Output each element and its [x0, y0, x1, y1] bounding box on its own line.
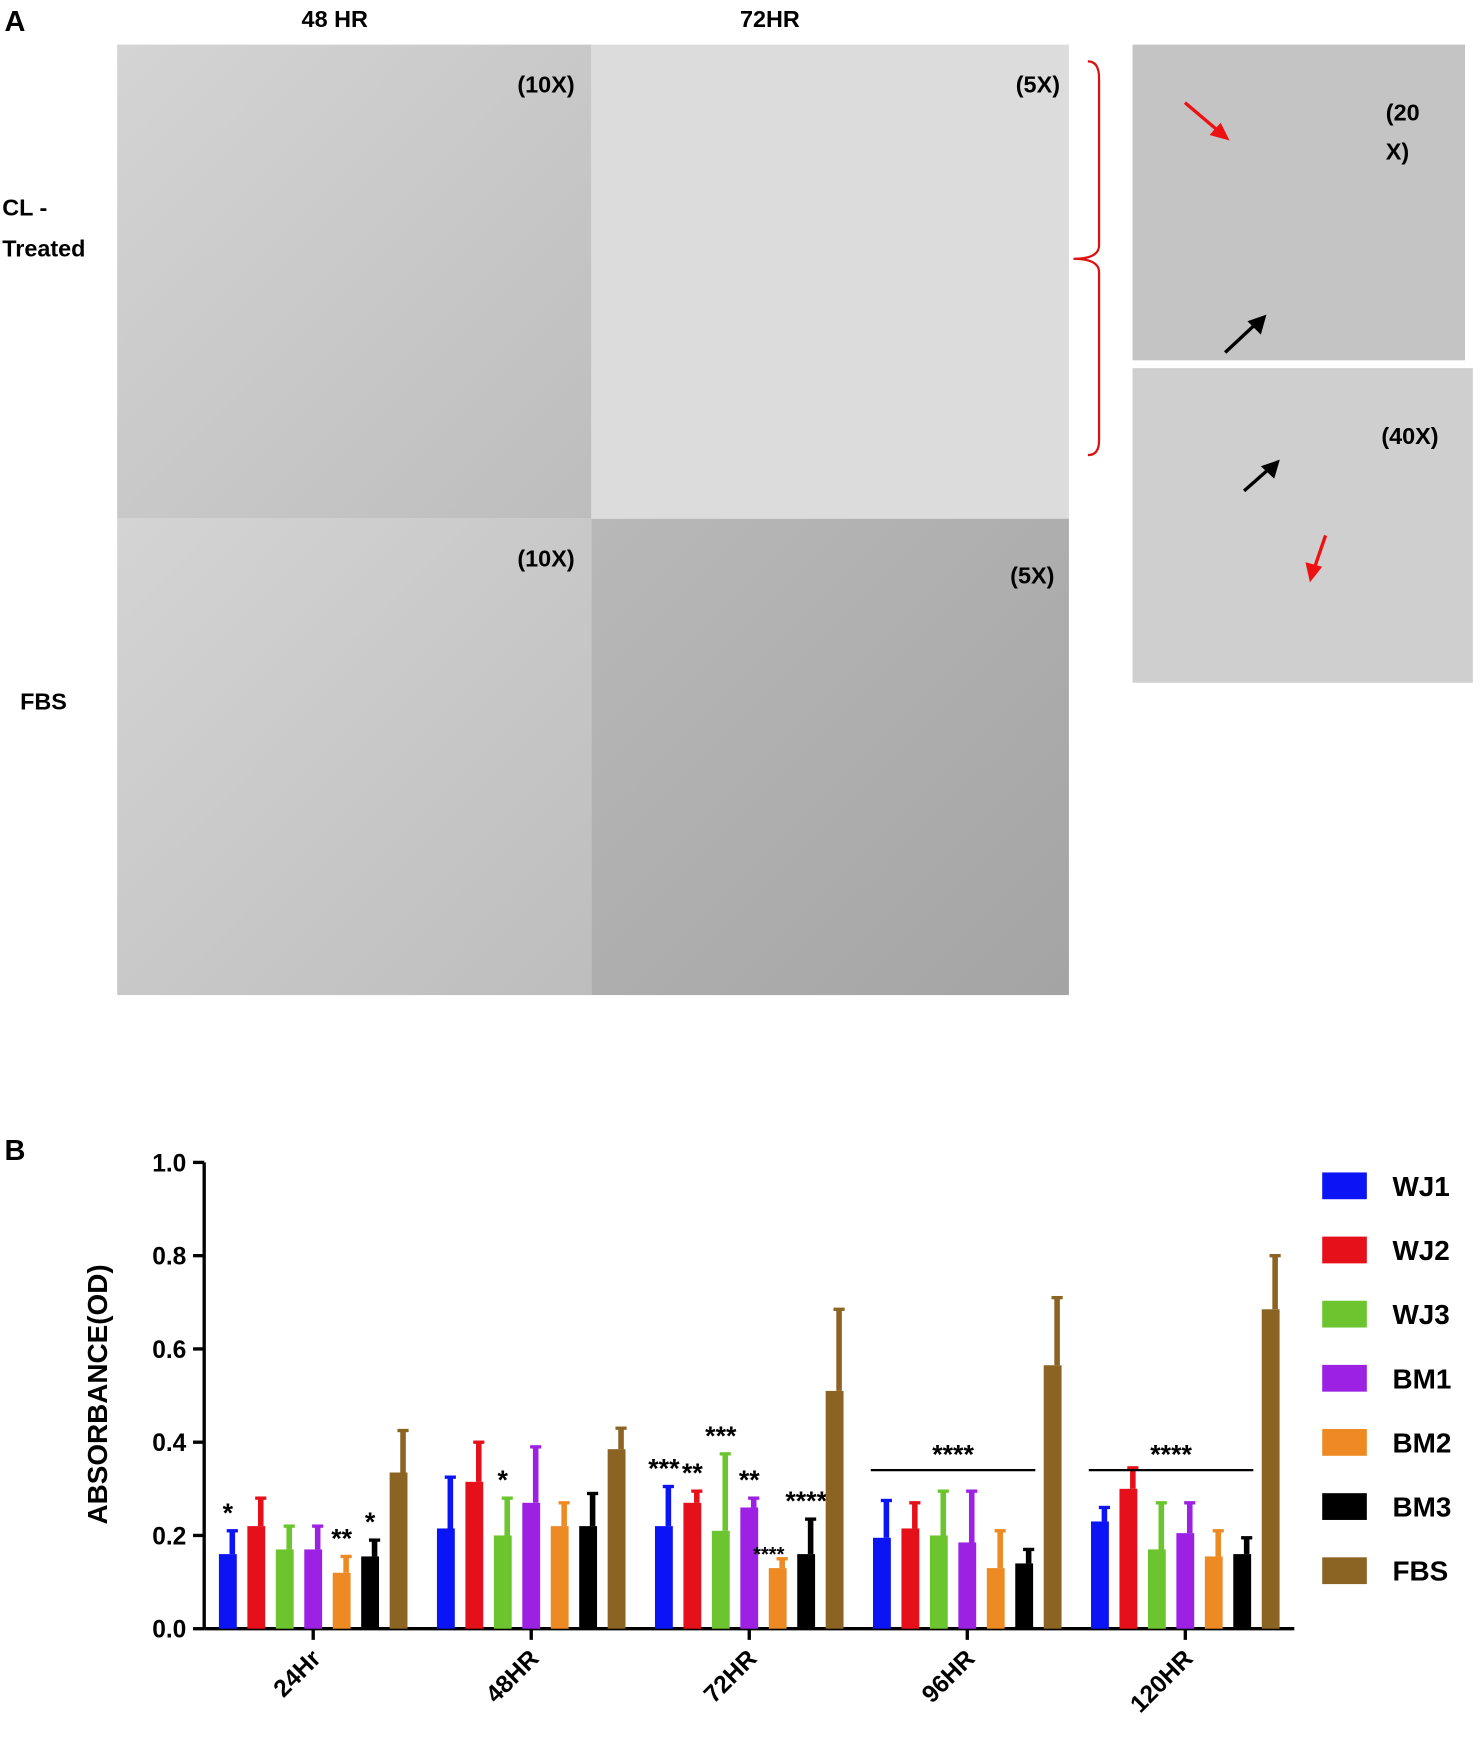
legend-swatch	[1322, 1429, 1367, 1456]
magnification: X)	[1386, 139, 1409, 165]
column-label: 72HR	[740, 6, 800, 32]
bar	[1147, 1549, 1166, 1629]
magnification: (5X)	[1016, 72, 1060, 98]
bar	[1015, 1563, 1034, 1629]
significance: **	[331, 1524, 352, 1554]
bar	[332, 1572, 351, 1629]
legend-label: WJ2	[1393, 1235, 1450, 1266]
significance: **	[739, 1465, 760, 1495]
bar	[711, 1530, 730, 1629]
legend-label: BM2	[1393, 1427, 1452, 1458]
arrows	[1183, 101, 1328, 583]
bar	[825, 1390, 844, 1629]
legend-swatch	[1322, 1557, 1367, 1585]
bar	[901, 1528, 920, 1629]
significance: ****	[785, 1486, 827, 1516]
legend-label: BM3	[1393, 1492, 1452, 1523]
significance: **	[682, 1458, 703, 1488]
y-tick-label: 0.4	[152, 1430, 186, 1457]
micrograph	[117, 44, 592, 519]
row-label: CL -	[2, 194, 47, 220]
bar	[872, 1537, 891, 1629]
significance: ****	[1150, 1439, 1192, 1469]
significance: *	[365, 1507, 376, 1537]
bar	[550, 1526, 569, 1629]
magnification: (10X)	[517, 546, 574, 572]
significance: ***	[705, 1421, 737, 1451]
bar	[1043, 1365, 1062, 1629]
bar	[579, 1526, 598, 1629]
bar	[465, 1481, 484, 1629]
micrograph	[1132, 44, 1466, 361]
bar	[958, 1542, 977, 1629]
panel-label: B	[4, 1135, 25, 1167]
panel-label: A	[4, 6, 25, 38]
bar	[218, 1554, 237, 1629]
row-label: FBS	[20, 688, 67, 714]
column-label: 48 HR	[302, 6, 368, 32]
legend-swatch	[1322, 1300, 1367, 1328]
x-tick-label: 120HR	[1125, 1645, 1198, 1718]
legend-swatch	[1322, 1493, 1367, 1520]
legend-swatch	[1322, 1172, 1367, 1200]
y-tick-label: 1.0	[152, 1150, 186, 1177]
magnification: (5X)	[1010, 562, 1054, 588]
bar	[522, 1502, 541, 1629]
significance: *	[223, 1498, 234, 1528]
magnification: (40X)	[1381, 423, 1438, 449]
micrograph	[591, 518, 1069, 996]
bar	[740, 1507, 759, 1629]
significance: ***	[648, 1454, 680, 1484]
micrograph	[1132, 368, 1473, 683]
y-tick-label: 0.0	[152, 1617, 186, 1644]
x-tick-label: 72HR	[699, 1645, 763, 1709]
magnification: (20	[1386, 99, 1420, 125]
bar	[683, 1502, 702, 1629]
legend-label: BM1	[1393, 1363, 1452, 1394]
significance: ****	[932, 1439, 974, 1469]
bar	[1119, 1488, 1138, 1629]
magnification: (10X)	[517, 72, 574, 98]
legend-label: WJ1	[1393, 1171, 1450, 1202]
bar	[389, 1472, 408, 1629]
x-tick-label: 96HR	[917, 1645, 981, 1709]
bar	[654, 1526, 673, 1629]
bar	[275, 1549, 294, 1629]
legend-label: FBS	[1393, 1556, 1449, 1587]
bar	[436, 1528, 455, 1629]
bar	[361, 1556, 380, 1629]
bar	[1261, 1309, 1280, 1629]
bar	[247, 1526, 266, 1629]
bar	[797, 1554, 816, 1629]
significance: *	[498, 1465, 509, 1495]
micrograph	[117, 518, 592, 996]
bar	[929, 1535, 948, 1629]
row-label: Treated	[2, 236, 85, 262]
legend-label: WJ3	[1393, 1299, 1450, 1330]
bar	[768, 1568, 787, 1629]
bar	[304, 1549, 323, 1629]
significance: ****	[753, 1544, 784, 1566]
x-tick-label: 24Hr	[269, 1645, 327, 1703]
brace	[1073, 60, 1101, 457]
y-tick-label: 0.8	[152, 1244, 186, 1271]
micrograph	[591, 44, 1069, 519]
y-axis-label: ABSORBANCE(OD)	[82, 1264, 113, 1524]
bar	[986, 1568, 1005, 1629]
legend-swatch	[1322, 1364, 1367, 1392]
x-tick-label: 48HR	[481, 1645, 545, 1709]
legend-swatch	[1322, 1236, 1367, 1264]
bar	[1091, 1521, 1109, 1629]
bar	[493, 1535, 512, 1629]
y-tick-label: 0.6	[152, 1337, 186, 1364]
bar	[607, 1449, 626, 1629]
bar	[1233, 1554, 1252, 1629]
bar	[1204, 1556, 1223, 1629]
y-tick-label: 0.2	[152, 1523, 186, 1550]
bar	[1176, 1533, 1195, 1629]
